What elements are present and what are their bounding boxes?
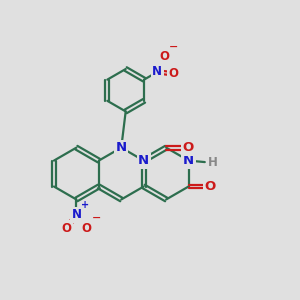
Text: O: O [62, 221, 72, 235]
Text: +: + [162, 57, 170, 67]
Text: N: N [138, 154, 149, 167]
Text: O: O [182, 141, 194, 154]
Text: N: N [183, 154, 194, 167]
Text: +: + [81, 200, 89, 210]
Text: −: − [92, 213, 101, 223]
Text: N: N [152, 65, 162, 79]
Text: O: O [169, 67, 178, 80]
Text: O: O [205, 180, 216, 193]
Text: O: O [81, 221, 91, 235]
Text: O: O [159, 50, 169, 63]
Text: N: N [116, 141, 127, 154]
Text: N: N [71, 208, 81, 221]
Text: −: − [169, 42, 178, 52]
Text: H: H [208, 156, 218, 169]
